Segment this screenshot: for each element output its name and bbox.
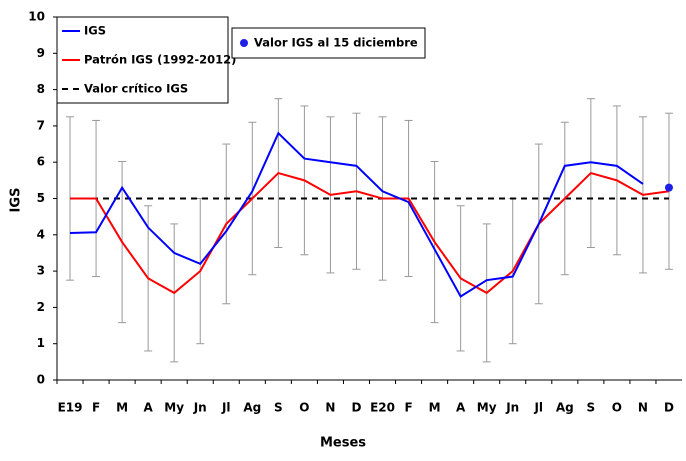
- legend-box: [231, 27, 426, 59]
- x-tick-label: O: [299, 401, 309, 415]
- legend-label: IGS: [84, 24, 106, 38]
- y-tick-label: 2: [37, 300, 45, 314]
- x-tick-label: E20: [370, 401, 395, 415]
- y-tick-label: 3: [37, 264, 45, 278]
- x-tick-label: S: [274, 401, 283, 415]
- y-tick-label: 9: [37, 46, 45, 60]
- x-tick-label: A: [456, 401, 466, 415]
- series-line: [69, 131, 644, 298]
- point: [664, 183, 673, 192]
- legend-label: Valor IGS al 15 diciembre: [254, 36, 418, 50]
- x-tick-label: O: [612, 401, 622, 415]
- x-tick-label: Jn: [505, 401, 519, 415]
- y-tick-label: 5: [37, 191, 45, 205]
- y-tick-label: 8: [37, 82, 45, 96]
- x-tick-label: My: [477, 401, 497, 415]
- legend-label: Valor crítico IGS: [84, 82, 188, 96]
- x-tick-label: A: [143, 401, 153, 415]
- x-tick-label: F: [92, 401, 100, 415]
- x-tick-label: E19: [58, 401, 83, 415]
- legend-marker: [240, 39, 248, 47]
- x-tick-label: Ag: [556, 401, 574, 415]
- legend-box: [56, 16, 229, 104]
- y-tick-label: 6: [37, 155, 45, 169]
- x-tick-label: M: [116, 401, 128, 415]
- x-tick-label: S: [587, 401, 596, 415]
- series-line: [70, 171, 670, 295]
- legend: IGS Patrón IGS (1992-2012) Valor crítico I…: [56, 16, 426, 104]
- y-tick-label: 0: [37, 373, 45, 387]
- y-tick-label: 1: [37, 336, 45, 350]
- x-tick-label: Ag: [243, 401, 261, 415]
- x-axis-label: Meses: [320, 436, 366, 451]
- x-tick-label: My: [164, 401, 184, 415]
- x-tick-label: D: [664, 401, 674, 415]
- x-tick-label: N: [638, 401, 648, 415]
- x-tick-label: D: [351, 401, 361, 415]
- x-tick-label: N: [325, 401, 335, 415]
- y-tick-label: 10: [28, 10, 45, 24]
- legend-label: Patrón IGS (1992-2012): [84, 53, 236, 67]
- x-tick-label: M: [429, 401, 441, 415]
- x-tick-label: Jn: [193, 401, 207, 415]
- y-axis-label: IGS: [9, 188, 24, 213]
- y-tick-label: 4: [37, 227, 45, 241]
- x-tick-label: Jl: [533, 401, 543, 415]
- x-tick-label: Jl: [221, 401, 231, 415]
- x-tick-label: F: [404, 401, 412, 415]
- y-tick-label: 7: [37, 118, 45, 132]
